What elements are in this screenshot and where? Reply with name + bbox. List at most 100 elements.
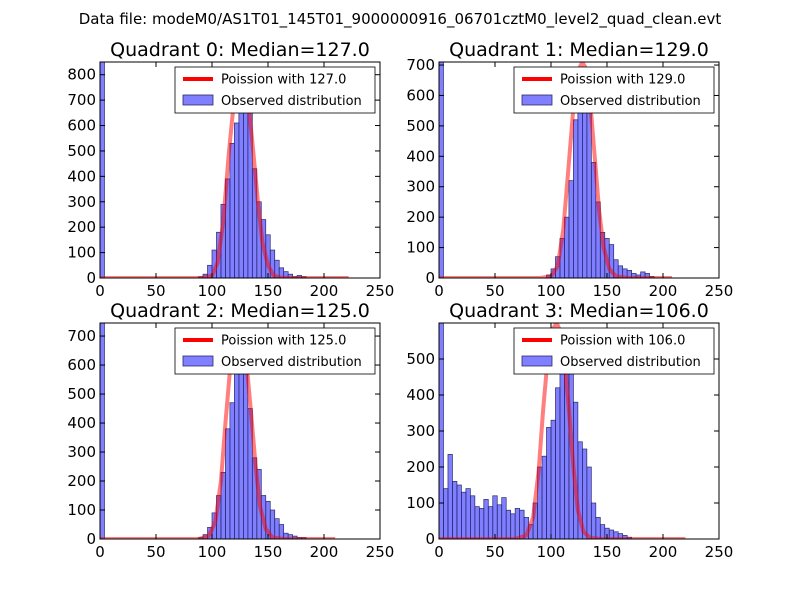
quadrant-1-poisson-line xyxy=(439,62,672,278)
quadrant-2-bar xyxy=(234,353,240,539)
quadrant-2-ytick-label: 100 xyxy=(67,501,96,519)
quadrant-1-ytick-label: 600 xyxy=(406,86,435,104)
quadrant-3-xtick-label: 0 xyxy=(434,543,444,561)
quadrant-2-ytick-label: 700 xyxy=(67,327,96,345)
quadrant-1-ytick-label: 400 xyxy=(406,147,435,165)
quadrant-3-bar xyxy=(452,481,458,539)
quadrant-0-xtick-label: 250 xyxy=(366,282,395,300)
quadrant-2-legend-bar-label: Observed distribution xyxy=(221,355,362,370)
quadrant-3-legend-bar-swatch xyxy=(521,355,553,367)
quadrant-1-ytick-label: 100 xyxy=(406,239,435,257)
quadrant-2-xtick-label: 150 xyxy=(254,543,283,561)
quadrant-1-bar xyxy=(573,119,579,278)
quadrant-2-title: Quadrant 2: Median=125.0 xyxy=(110,300,370,322)
figure-suptitle: Data file: modeM0/AS1T01_145T01_90000009… xyxy=(79,10,722,29)
quadrant-3-bar xyxy=(447,454,453,539)
quadrant-1-xtick-label: 0 xyxy=(434,282,444,300)
quadrant-1-bar xyxy=(577,104,583,278)
quadrant-3-poisson-line xyxy=(439,323,686,539)
quadrant-3-bar xyxy=(546,427,552,539)
quadrant-2-legend-bar-swatch xyxy=(182,355,214,367)
quadrant-1-legend-line-label: Poission with 129.0 xyxy=(560,73,685,88)
quadrant-2-panel: Quadrant 2: Median=125.0 0 50 100 150 200 250 0… xyxy=(67,300,394,561)
quadrant-3-xtick-label: 200 xyxy=(649,543,678,561)
quadrant-3-xtick-label: 50 xyxy=(485,543,504,561)
quadrant-1-xtick-label: 200 xyxy=(649,282,678,300)
quadrant-3-bar xyxy=(541,455,547,539)
quadrant-3-bar xyxy=(501,497,507,539)
quadrant-1-plot-area xyxy=(439,62,672,278)
quadrant-0-ytick-label: 300 xyxy=(67,193,96,211)
quadrant-1-xtick-label: 250 xyxy=(705,282,734,300)
quadrant-3-bar xyxy=(465,488,471,539)
quadrant-3-bar xyxy=(492,495,498,539)
quadrant-0-bar xyxy=(229,142,235,278)
quadrant-0-bar xyxy=(100,62,105,278)
quadrant-2-bar xyxy=(225,428,231,539)
quadrant-0-axes-frame xyxy=(99,61,381,279)
quadrant-2-bar xyxy=(229,402,235,539)
quadrant-3-bar xyxy=(483,499,489,539)
quadrant-1-title: Quadrant 1: Median=129.0 xyxy=(449,39,709,61)
quadrant-1-bar xyxy=(439,62,444,278)
quadrant-2-xtick-label: 0 xyxy=(95,543,105,561)
quadrant-3-ytick-label: 500 xyxy=(406,350,435,368)
quadrant-0-ytick-label: 500 xyxy=(67,142,96,160)
quadrant-2-ytick-label: 600 xyxy=(67,356,96,374)
quadrant-3-bar xyxy=(443,488,449,539)
quadrant-0-legend-bar-swatch xyxy=(182,94,214,106)
quadrant-2-xtick-label: 100 xyxy=(198,543,227,561)
quadrant-1-legend-bar-swatch xyxy=(521,94,553,106)
quadrant-0-ytick-label: 800 xyxy=(67,66,96,84)
quadrant-3-xtick-label: 250 xyxy=(705,543,734,561)
quadrant-3-bar xyxy=(478,508,485,539)
quadrant-2-ytick-label: 0 xyxy=(86,530,96,548)
quadrant-1-xtick-label: 100 xyxy=(537,282,566,300)
quadrant-3-ytick-label: 300 xyxy=(406,422,435,440)
quadrant-0-ytick-label: 400 xyxy=(67,167,96,185)
quadrant-0-panel: Quadrant 0: Median=127.0 0 50 100 150 200 250 0… xyxy=(67,39,394,300)
quadrant-3-bar xyxy=(586,466,592,539)
quadrant-3-bar xyxy=(496,504,503,539)
quadrant-0-ytick-label: 600 xyxy=(67,117,96,135)
quadrant-3-bar xyxy=(590,502,597,539)
quadrant-1-ytick-label: 300 xyxy=(406,178,435,196)
quadrant-1-ytick-label: 200 xyxy=(406,208,435,226)
quadrant-3-bar xyxy=(456,484,462,539)
quadrant-2-ytick-label: 300 xyxy=(67,443,96,461)
quadrant-0-bar xyxy=(234,122,240,278)
quadrant-2-legend-line-label: Poission with 125.0 xyxy=(221,334,346,349)
quadrant-2-ytick-label: 200 xyxy=(67,472,96,490)
quadrant-1-ytick-label: 700 xyxy=(406,56,435,74)
quadrant-3-bar xyxy=(474,506,480,539)
quadrant-2-axes-frame xyxy=(99,322,381,540)
quadrant-2-xtick-label: 250 xyxy=(366,543,395,561)
quadrant-3-bar xyxy=(514,508,520,539)
quadrant-0-legend-bar-label: Observed distribution xyxy=(221,94,362,109)
quadrant-1-ytick-label: 500 xyxy=(406,117,435,135)
quadrant-0-xtick-label: 50 xyxy=(146,282,165,300)
quadrant-2-xtick-label: 200 xyxy=(310,543,339,561)
quadrant-3-title: Quadrant 3: Median=106.0 xyxy=(449,300,709,322)
quadrant-3-ytick-label: 400 xyxy=(406,386,435,404)
quadrant-3-bar xyxy=(555,387,561,539)
quadrant-1-xtick-label: 50 xyxy=(485,282,504,300)
quadrant-1-panel: Quadrant 1: Median=129.0 0 50 100 150 200 250 0… xyxy=(406,39,733,300)
quadrant-3-panel: Quadrant 3: Median=106.0 0 50 100 150 200 250 0… xyxy=(406,300,733,561)
quadrant-2-bar xyxy=(100,323,105,539)
quadrant-0-xtick-label: 100 xyxy=(198,282,227,300)
quadrant-0-ytick-label: 100 xyxy=(67,244,96,262)
quadrant-3-xtick-label: 150 xyxy=(593,543,622,561)
quadrant-2-ytick-label: 500 xyxy=(67,385,96,403)
quadrant-3-legend: Poission with 106.0 Observed distribution xyxy=(513,327,715,375)
quadrant-2-bar xyxy=(238,350,244,539)
quadrant-3-bar xyxy=(487,506,494,539)
quadrant-2-bar xyxy=(278,524,285,539)
quadrant-0-legend-line-label: Poission with 127.0 xyxy=(221,73,346,88)
quadrant-3-bar xyxy=(470,495,476,539)
quadrant-1-bar xyxy=(582,95,588,278)
quadrant-0-title: Quadrant 0: Median=127.0 xyxy=(110,39,370,61)
quadrant-3-bar xyxy=(461,491,467,539)
quadrant-0-bar xyxy=(238,90,244,278)
